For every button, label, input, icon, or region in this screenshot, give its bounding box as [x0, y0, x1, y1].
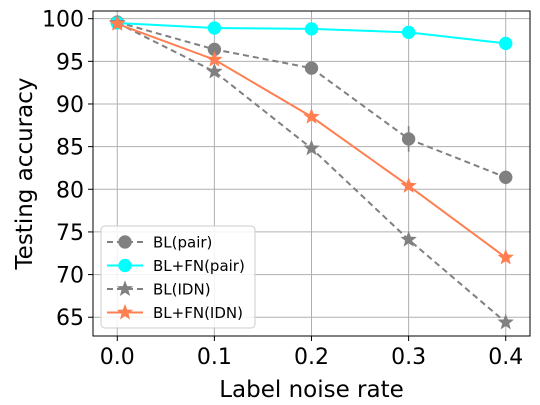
legend-label: BL+FN(IDN): [153, 304, 243, 322]
y-axis-label: Testing accuracy: [12, 78, 38, 271]
legend-marker: [118, 258, 132, 273]
series-layer: [109, 14, 514, 330]
legend-box: [100, 225, 256, 329]
data-point: [498, 170, 513, 185]
legend-marker: [116, 280, 134, 296]
legend-entry: BL+FN(pair): [107, 257, 245, 275]
x-tick-label: 0.3: [391, 345, 426, 370]
data-point: [497, 248, 514, 265]
data-point: [401, 132, 416, 146]
legend-entry: BL(IDN): [107, 280, 211, 299]
legend-entry: BL+FN(IDN): [107, 303, 243, 322]
data-point: [304, 61, 319, 75]
y-tick-label: 90: [56, 93, 84, 118]
y-tick-label: 65: [56, 306, 84, 331]
x-tick-label: 0.2: [294, 345, 329, 370]
data-point: [400, 230, 417, 247]
y-tick-label: 75: [56, 221, 84, 246]
y-tick-label: 80: [56, 178, 84, 203]
data-point: [303, 108, 320, 124]
data-point: [498, 36, 513, 51]
x-axis-label: Label noise rate: [219, 377, 404, 403]
series-0: [110, 15, 513, 185]
y-tick-label: 100: [42, 8, 84, 33]
data-point: [206, 51, 223, 67]
legend-marker: [118, 235, 132, 249]
ticks: 0.0 0.1 0.2 0.3 0.4 65 70 75 80 85 90 95 100: [42, 8, 523, 370]
x-tick-label: 0.4: [488, 345, 523, 370]
data-point: [304, 22, 319, 36]
series-line: [117, 21, 507, 179]
data-point: [400, 177, 417, 193]
legend-entry: BL(pair): [107, 234, 212, 252]
y-tick-label: 95: [56, 50, 84, 75]
legend-label: BL+FN(pair): [153, 257, 245, 275]
series-3: [109, 15, 514, 265]
data-point: [497, 313, 514, 330]
x-tick-label: 0.1: [197, 345, 232, 370]
legend: BL(pair) BL+FN(pair) BL(IDN) BL+FN(IDN): [100, 225, 256, 329]
data-point: [206, 62, 223, 79]
legend-marker: [116, 303, 134, 320]
data-point: [109, 15, 126, 31]
legend-label: BL(pair): [153, 234, 212, 252]
legend-label: BL(IDN): [153, 281, 211, 299]
y-tick-label: 85: [56, 136, 84, 161]
y-tick-label: 70: [56, 264, 84, 289]
x-tick-label: 0.0: [100, 345, 135, 370]
data-point: [401, 25, 416, 40]
data-point: [207, 21, 222, 35]
data-point: [303, 139, 320, 156]
